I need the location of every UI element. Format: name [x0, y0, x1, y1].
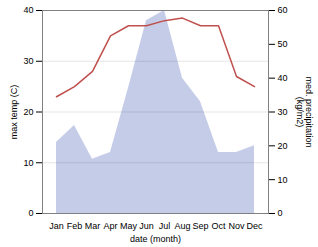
svg-text:Oct: Oct — [211, 221, 226, 231]
svg-text:Apr: Apr — [103, 221, 117, 231]
svg-text:0: 0 — [28, 208, 33, 218]
svg-text:50: 50 — [278, 39, 288, 49]
svg-text:0: 0 — [278, 208, 283, 218]
svg-text:Jun: Jun — [139, 221, 154, 231]
svg-text:Sep: Sep — [192, 221, 208, 231]
svg-text:Jul: Jul — [159, 221, 171, 231]
svg-text:May: May — [120, 221, 138, 231]
svg-text:20: 20 — [23, 107, 33, 117]
svg-text:Dec: Dec — [246, 221, 263, 231]
svg-text:40: 40 — [23, 5, 33, 15]
svg-text:30: 30 — [278, 107, 288, 117]
svg-text:Aug: Aug — [174, 221, 190, 231]
svg-text:10: 10 — [278, 175, 288, 185]
svg-text:Feb: Feb — [67, 221, 83, 231]
svg-text:med. precipitation(kg/m2): med. precipitation(kg/m2) — [295, 76, 314, 147]
svg-text:date (month): date (month) — [130, 234, 181, 244]
svg-text:Nov: Nov — [228, 221, 245, 231]
svg-text:40: 40 — [278, 73, 288, 83]
svg-text:max temp (C): max temp (C) — [9, 85, 19, 140]
svg-text:20: 20 — [278, 141, 288, 151]
svg-text:60: 60 — [278, 5, 288, 15]
svg-text:Jan: Jan — [49, 221, 64, 231]
svg-text:10: 10 — [23, 158, 33, 168]
svg-text:30: 30 — [23, 56, 33, 66]
svg-text:Mar: Mar — [85, 221, 101, 231]
